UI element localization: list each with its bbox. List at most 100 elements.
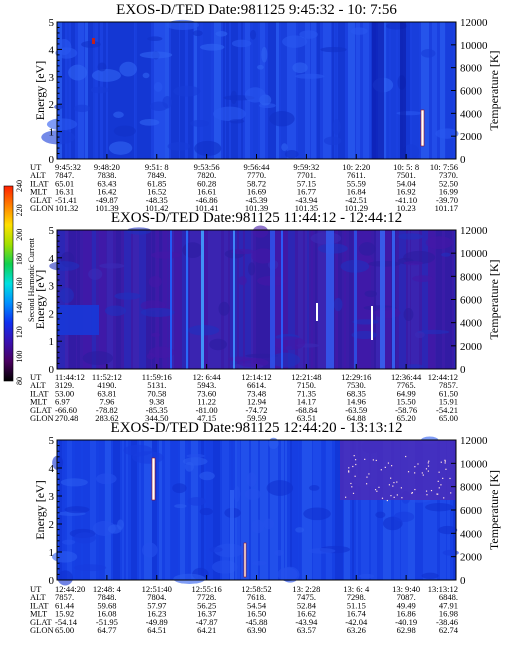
y-tick-label: 5: [49, 225, 55, 237]
ephemeris-value: 16.42: [97, 187, 116, 197]
spectrogram-patch: [425, 236, 453, 250]
spectrogram-patch: [209, 546, 223, 553]
spectrogram-column: [383, 440, 391, 580]
y-tick-label: 1: [49, 547, 55, 559]
spectrogram-patch: [292, 62, 308, 74]
spectrogram-column: [315, 230, 317, 369]
ephemeris-value: 6.97: [55, 397, 70, 407]
y2-tick-label: 12000: [460, 225, 488, 237]
ephemeris-value: -74.72: [246, 405, 268, 415]
ephemeris-value: -43.94: [295, 617, 318, 627]
ephemeris-value: 12:44:20: [55, 584, 85, 594]
spectrogram-patch: [412, 275, 433, 282]
y-tick-label: 5: [49, 435, 55, 447]
ephemeris-value: 6614.: [247, 380, 266, 390]
spectrogram-patch: [307, 547, 336, 554]
ephemeris-value: 59.68: [97, 600, 116, 610]
ephemeris-row-label: ALT: [30, 170, 47, 180]
spectrogram-patch: [173, 85, 201, 97]
spectrogram-column: [349, 230, 353, 369]
ephemeris-value: 55.59: [347, 178, 366, 188]
ephemeris-value: 16.50: [247, 609, 266, 619]
spectrogram-column: [156, 230, 159, 369]
spectrogram-column: [116, 230, 121, 369]
ephemeris-value: 7475.: [297, 592, 316, 602]
spectrogram-patch: [199, 507, 213, 516]
ephemeris-value: 101.42: [145, 203, 168, 213]
spectrogram-patch: [52, 551, 78, 563]
hot-pixel: [400, 487, 402, 489]
spectrogram-column: [107, 230, 113, 369]
spectrogram-patch: [73, 532, 96, 544]
ephemeris-value: 63.51: [297, 413, 316, 423]
spectrogram-patch: [414, 331, 425, 339]
spectrogram-patch: [59, 287, 74, 304]
ephemeris-value: 16.74: [347, 609, 367, 619]
spectrogram-column: [276, 22, 279, 159]
spectrogram-patch: [404, 364, 424, 369]
ephemeris-value: 16.98: [439, 609, 458, 619]
ephemeris-value: 16.77: [297, 187, 316, 197]
spectrogram-patch: [108, 141, 133, 155]
spectrogram-patch: [148, 346, 175, 359]
hot-pixel: [411, 491, 413, 494]
ephemeris-value: 7847.: [55, 170, 74, 180]
y2-tick-label: 6000: [460, 295, 483, 307]
temperature-marker: [151, 457, 156, 501]
spectrogram-column: [406, 22, 410, 159]
y2-tick-label: 10000: [460, 248, 488, 260]
spectrogram-column: [126, 440, 128, 580]
spectrogram-column: [251, 230, 253, 369]
spectrogram-streak: [392, 230, 395, 369]
y-tick-label: 1: [49, 336, 55, 348]
spectrogram-patch: [230, 90, 238, 104]
spectrogram-column: [348, 22, 355, 159]
spectrogram-column: [78, 22, 84, 159]
ephemeris-value: 12:58:52: [241, 584, 271, 594]
spectrogram-column: [422, 230, 428, 369]
spectrogram-patch: [199, 471, 215, 481]
spectrogram-patch: [96, 473, 117, 485]
y2-tick-label: 10000: [460, 40, 488, 52]
ephemeris-value: 5131.: [147, 380, 166, 390]
spectrogram-column: [399, 230, 406, 369]
y-tick-label: 3: [49, 72, 55, 84]
hot-pixel: [354, 475, 356, 477]
ephemeris-value: -45.39: [246, 195, 268, 205]
spectrogram-column: [251, 440, 258, 580]
spectrogram-patch: [398, 233, 423, 240]
ephemeris-value: -38.46: [436, 617, 458, 627]
ephemeris-value: 57.15: [297, 178, 316, 188]
hot-pixel: [387, 462, 390, 464]
spectrogram-column: [338, 22, 345, 159]
spectrogram-patch: [81, 40, 101, 48]
ephemeris-value: -45.88: [246, 617, 268, 627]
ephemeris-value: 16.08: [97, 609, 116, 619]
spectrogram-patch: [273, 336, 306, 350]
ephemeris-value: -66.60: [55, 405, 77, 415]
ephemeris-value: 7804.: [147, 592, 166, 602]
spectrogram-patch: [62, 539, 76, 545]
hot-pixel: [353, 455, 355, 457]
hot-pixel: [375, 459, 377, 462]
spectrogram-column: [67, 22, 69, 159]
spectrogram-band: [400, 22, 406, 159]
spectrogram-column: [391, 22, 396, 159]
spectrogram-column: [305, 230, 307, 369]
spectrogram-column: [62, 22, 65, 159]
spectrogram-patch: [438, 525, 458, 535]
spectrogram-patch: [142, 72, 150, 79]
spectrogram-patch: [261, 46, 268, 63]
spectrogram-column: [188, 440, 190, 580]
spectrogram-column: [122, 440, 124, 580]
ephemeris-value: 9:56:44: [244, 162, 271, 172]
spectrogram-column: [160, 22, 165, 159]
spectrogram-column: [163, 230, 167, 369]
ephemeris-value: 51.15: [347, 600, 366, 610]
spectrogram-patch: [421, 572, 439, 579]
spectrogram-column: [356, 22, 360, 159]
ephemeris-value: 62.98: [397, 625, 416, 635]
spectrogram-column: [374, 230, 376, 369]
colorbar-tick-label: 140: [15, 302, 24, 314]
hot-pixel: [411, 492, 413, 494]
